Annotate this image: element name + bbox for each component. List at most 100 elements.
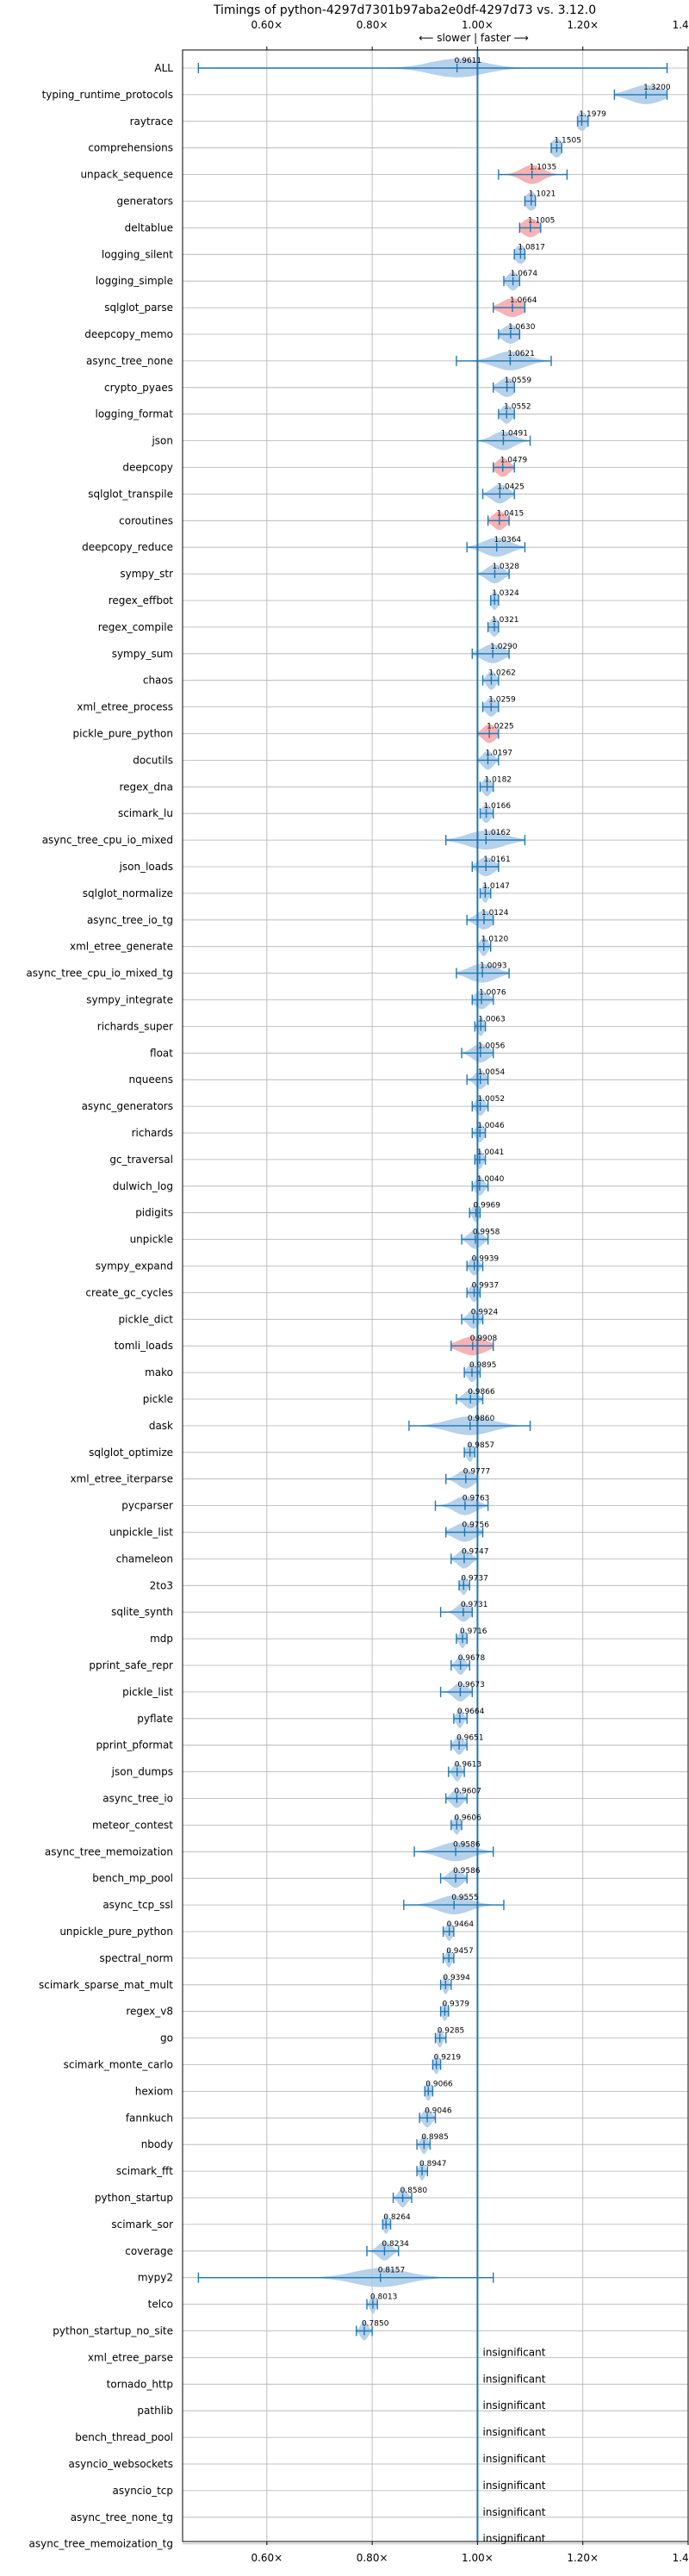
category-label: unpickle_pure_python	[59, 1926, 173, 1938]
category-label: xml_etree_process	[77, 701, 173, 713]
category-label: logging_simple	[96, 275, 173, 287]
category-label: scimark_fft	[116, 2165, 173, 2177]
value-label: 1.0041	[477, 1148, 505, 1157]
x-tick-label-bottom: 1.20×	[567, 2552, 599, 2564]
category-label: scimark_monte_carlo	[64, 2059, 173, 2071]
value-label: 0.9457	[446, 1947, 474, 1956]
value-label: 1.1021	[529, 190, 556, 199]
value-label: 1.0054	[478, 1068, 506, 1077]
value-label: 0.9731	[461, 1601, 488, 1609]
value-label: 0.9379	[442, 2000, 469, 2009]
category-label: mypy2	[138, 2272, 173, 2284]
category-label: asyncio_tcp	[112, 2485, 173, 2497]
value-label: 1.0415	[497, 509, 525, 518]
value-label: 0.9756	[462, 1521, 489, 1530]
category-label: sympy_expand	[96, 1260, 173, 1272]
category-label: generators	[116, 196, 173, 208]
x-tick-label-top: 1.40×	[673, 19, 689, 31]
x-tick-label-bottom: 1.40×	[673, 2552, 689, 2564]
value-label: 0.9958	[473, 1229, 500, 1237]
category-label: async_tree_io_tg	[87, 914, 173, 926]
value-label: 1.0225	[487, 723, 514, 731]
category-label: mdp	[150, 1633, 173, 1645]
category-label: mako	[145, 1366, 173, 1378]
category-label: json	[151, 435, 173, 447]
category-label: gc_traversal	[109, 1154, 173, 1166]
category-label: meteor_contest	[92, 1819, 173, 1831]
category-label: async_tree_none	[86, 355, 173, 367]
value-label: 1.0262	[488, 669, 516, 678]
value-label: 0.9464	[447, 1920, 475, 1929]
category-label: async_tree_io	[102, 1793, 173, 1805]
category-label: 2to3	[150, 1579, 173, 1591]
category-label: dulwich_log	[113, 1180, 173, 1192]
insignificant-label: insignificant	[483, 2453, 546, 2465]
category-label: scimark_sor	[111, 2218, 173, 2231]
x-tick-label-top: 1.00×	[462, 19, 493, 31]
value-label: 1.0321	[492, 616, 519, 625]
value-label: 0.9860	[468, 1415, 495, 1423]
value-label: 0.9937	[472, 1281, 500, 1290]
value-label: 0.9924	[471, 1308, 499, 1316]
value-label: 0.8264	[383, 2213, 411, 2222]
value-label: 1.0817	[518, 243, 545, 252]
value-label: 0.8157	[378, 2267, 406, 2275]
value-label: 0.9908	[470, 1335, 498, 1343]
category-label: logging_silent	[102, 248, 173, 260]
value-label: 1.0147	[482, 882, 510, 891]
category-label: fannkuch	[126, 2112, 173, 2124]
value-label: 1.1005	[528, 216, 556, 225]
category-label: pathlib	[137, 2405, 173, 2417]
category-label: regex_compile	[98, 621, 173, 633]
category-label: deltablue	[125, 221, 173, 233]
category-label: scimark_sparse_mat_mult	[39, 1979, 173, 1991]
value-label: 1.0063	[478, 1015, 506, 1024]
value-label: 0.9394	[443, 1974, 470, 1982]
x-tick-label-top: 0.80×	[357, 19, 388, 31]
value-label: 0.9969	[474, 1202, 501, 1210]
insignificant-label: insignificant	[483, 2506, 546, 2518]
category-label: go	[160, 2032, 173, 2044]
value-label: 1.0425	[497, 482, 525, 491]
category-label: unpack_sequence	[80, 169, 173, 181]
category-labels: ALL typing_runtime_protocols raytrace compr…	[26, 62, 173, 2550]
value-label: 0.9857	[468, 1441, 495, 1450]
value-label: 0.9046	[425, 2106, 452, 2115]
category-label: async_generators	[82, 1100, 173, 1112]
value-label: 0.9939	[472, 1255, 500, 1264]
category-label: spectral_norm	[99, 1952, 173, 1964]
category-label: hexiom	[135, 2085, 173, 2097]
value-label: 0.9777	[463, 1468, 491, 1477]
value-label: 1.0052	[478, 1095, 506, 1104]
category-label: telco	[148, 2299, 173, 2311]
category-label: pidigits	[135, 1207, 173, 1219]
value-label: 1.1979	[579, 110, 606, 119]
category-label: deepcopy	[122, 462, 173, 474]
value-label: 1.0093	[480, 962, 507, 971]
value-label: 1.0259	[488, 696, 516, 705]
category-label: sqlglot_optimize	[89, 1447, 173, 1459]
category-label: async_tree_memoization	[45, 1845, 173, 1857]
value-label: 1.0559	[505, 376, 532, 385]
value-label: 1.3200	[643, 84, 671, 92]
value-label: 0.9678	[458, 1654, 486, 1663]
chart-subtitle: ⟵ slower | faster ⟶	[419, 32, 529, 44]
category-label: bench_mp_pool	[92, 1872, 173, 1884]
category-label: crypto_pyaes	[104, 382, 173, 394]
category-label: sqlglot_parse	[104, 302, 173, 314]
category-label: regex_dna	[119, 781, 173, 793]
value-label: 0.9673	[457, 1681, 485, 1689]
category-label: logging_format	[95, 408, 173, 420]
value-label: 1.0046	[477, 1122, 505, 1130]
category-label: tomli_loads	[115, 1340, 173, 1352]
value-label: 1.0328	[492, 563, 519, 571]
value-label: 1.0120	[481, 936, 509, 944]
value-label: 0.9747	[462, 1547, 489, 1556]
x-tick-label-bottom: 0.80×	[357, 2552, 388, 2564]
insignificant-label: insignificant	[483, 2346, 546, 2358]
category-label: sqlglot_normalize	[83, 887, 173, 899]
value-label: 0.8985	[421, 2133, 449, 2142]
category-label: typing_runtime_protocols	[42, 89, 173, 101]
category-label: sqlite_synth	[111, 1606, 173, 1618]
value-label: 1.0056	[478, 1042, 506, 1050]
